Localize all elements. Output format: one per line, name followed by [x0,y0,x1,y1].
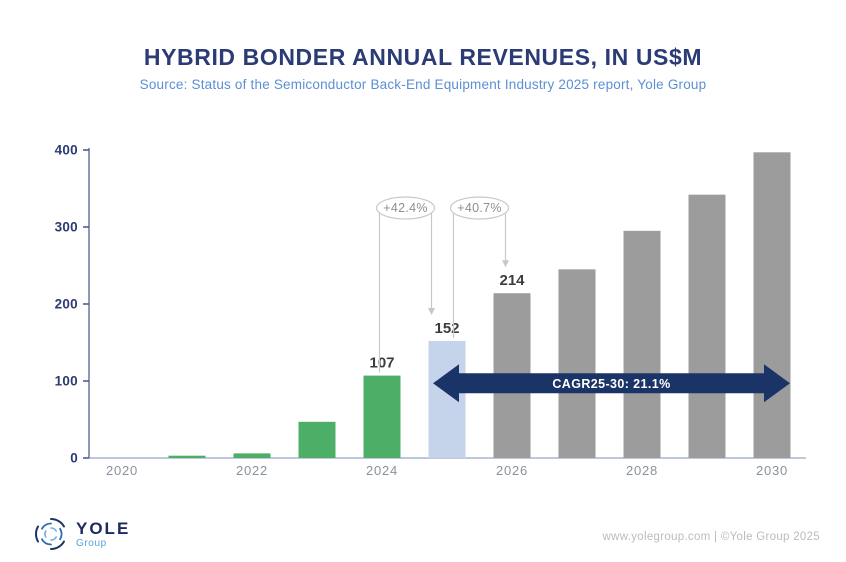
x-axis-label-2024: 2024 [366,463,398,478]
source-subtitle: Source: Status of the Semiconductor Back… [139,77,707,92]
y-axis-label: 100 [55,374,78,389]
x-axis-label-2030: 2030 [756,463,788,478]
bar-value-label-2025: 152 [434,320,459,337]
x-axis-label-2028: 2028 [626,463,658,478]
yole-group-logo: YOLE Group [33,516,130,552]
bar-2029 [688,194,726,458]
footer-credit: www.yolegroup.com | ©Yole Group 2025 [602,531,820,543]
annotation-arrowhead-icon [502,260,509,268]
bar-2021 [168,455,206,458]
y-axis-label: 300 [55,220,78,235]
logo-subtext: Group [76,537,107,549]
y-axis-label: 0 [70,451,78,466]
annotation-arrowhead-icon [428,307,435,315]
bar-2025 [428,340,466,458]
bar-value-label-2026: 214 [499,272,525,289]
y-axis-label: 200 [55,297,78,312]
cagr-label: CAGR25-30: 21.1% [552,377,670,391]
x-axis-label-2022: 2022 [236,463,268,478]
y-axis-label: 400 [55,143,78,158]
annotation-label: +40.7% [457,201,502,215]
logo-text: YOLE [76,518,131,538]
annotation-ellipse [375,196,436,220]
cagr-arrow [433,364,790,403]
annotation-label: +42.4% [383,201,428,215]
x-axis-label-2026: 2026 [496,463,528,478]
bar-2022 [233,453,271,458]
bar-2028 [623,230,661,458]
bar-2030 [753,152,791,458]
bar-2027 [558,269,596,458]
bar-2023 [298,421,336,458]
page-title: HYBRID BONDER ANNUAL REVENUES, IN US$M [143,44,703,70]
annotation-ellipse [449,196,510,220]
bar-2024 [363,375,401,458]
bar-value-label-2024: 107 [369,355,394,372]
yole-swirl-icon [35,518,65,550]
x-axis-label-2020: 2020 [106,463,138,478]
